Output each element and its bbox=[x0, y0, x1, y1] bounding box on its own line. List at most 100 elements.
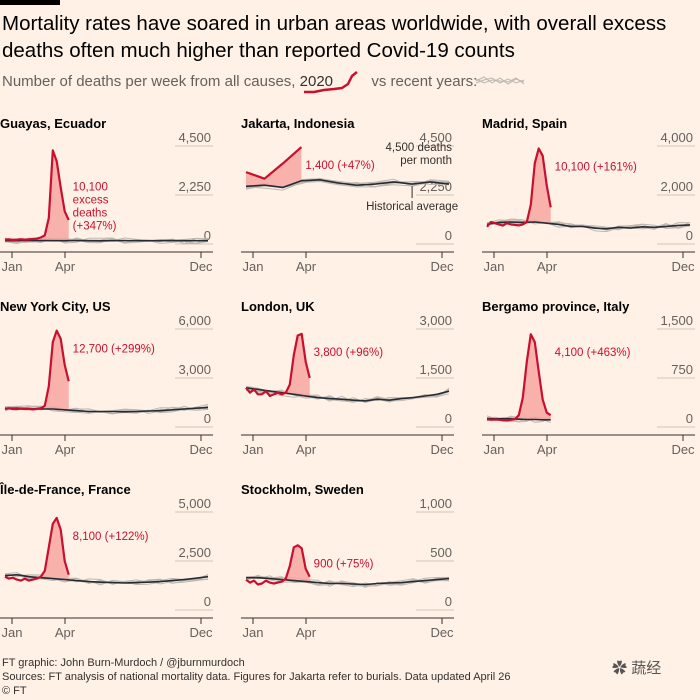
excess-annotation: 4,100 (+463%) bbox=[555, 347, 631, 359]
x-tick-label: Jan bbox=[2, 625, 23, 640]
x-tick-label: Apr bbox=[537, 259, 558, 274]
x-tick-label: Dec bbox=[430, 625, 454, 640]
y-tick-label: 500 bbox=[430, 545, 452, 560]
y-tick-label: 4,000 bbox=[660, 130, 693, 145]
x-tick-label: Dec bbox=[189, 442, 213, 457]
history-line bbox=[245, 180, 450, 191]
x-tick-label: Apr bbox=[537, 442, 558, 457]
y-tick-label: 0 bbox=[445, 411, 452, 426]
unit-note: per month bbox=[400, 155, 452, 167]
panel-title: Bergamo province, Italy bbox=[482, 299, 630, 314]
y-tick-label: 0 bbox=[686, 228, 693, 243]
x-tick-label: Dec bbox=[671, 442, 695, 457]
panel-chart: 0 3,000 6,000 Jan Apr Dec 12,700 (+299%) bbox=[0, 313, 213, 457]
y-tick-label: 1,500 bbox=[419, 362, 452, 377]
series-2020-line bbox=[245, 146, 303, 180]
y-tick-label: 2,250 bbox=[178, 179, 211, 194]
y-tick-label: 3,000 bbox=[419, 313, 452, 328]
excess-area bbox=[40, 517, 69, 580]
x-tick-label: Apr bbox=[55, 625, 76, 640]
excess-area bbox=[44, 330, 69, 411]
average-line bbox=[245, 178, 450, 189]
panel-chart: 0 2,250 4,500 Jan Apr Dec 10,100excessdeaths(+… bbox=[0, 130, 213, 274]
panel-chart: 0 750 1,500 Jan Apr Dec 4,100 (+463%) bbox=[482, 313, 695, 457]
x-tick-label: Jan bbox=[484, 442, 505, 457]
subtitle-prefix: Number of deaths per week from all cause… bbox=[2, 73, 296, 90]
excess-area bbox=[285, 545, 310, 582]
x-tick-label: Dec bbox=[189, 259, 213, 274]
y-tick-label: 0 bbox=[204, 411, 211, 426]
panel-title: London, UK bbox=[241, 299, 315, 314]
x-tick-label: Dec bbox=[189, 625, 213, 640]
panel-8: Stockholm, Sweden 0 500 1,000 Jan Apr Dec 900 (… bbox=[241, 482, 459, 657]
excess-annotation: 12,700 (+299%) bbox=[73, 344, 155, 356]
panel-2: Jakarta, Indonesia 0 2,250 4,500 Jan Apr Dec 1,… bbox=[241, 116, 459, 291]
legend-history-lines bbox=[475, 76, 525, 85]
y-tick-label: 0 bbox=[686, 411, 693, 426]
y-tick-label: 0 bbox=[204, 594, 211, 609]
x-tick-label: Apr bbox=[55, 442, 76, 457]
panel-6: Bergamo province, Italy 0 750 1,500 Jan Apr De… bbox=[482, 299, 700, 474]
panel-title: Île-de-France, France bbox=[0, 482, 131, 497]
wechat-icon: ✿ bbox=[612, 660, 628, 677]
footer-credit: FT graphic: John Burn-Murdoch / @jburnmu… bbox=[2, 657, 245, 669]
panel-7: Île-de-France, France 0 2,500 5,000 Jan Apr De… bbox=[0, 482, 218, 657]
excess-annotation: 3,800 (+96%) bbox=[314, 347, 384, 359]
panel-5: London, UK 0 1,500 3,000 Jan Apr Dec 3,800 (+96… bbox=[241, 299, 459, 474]
page-title: Mortality rates have soared in urban are… bbox=[2, 12, 667, 62]
ft-top-bar bbox=[0, 0, 60, 5]
y-tick-label: 6,000 bbox=[178, 313, 211, 328]
y-tick-label: 0 bbox=[445, 228, 452, 243]
x-tick-label: Jan bbox=[243, 259, 264, 274]
series-2020-line bbox=[486, 333, 552, 422]
legend-2020-line bbox=[304, 71, 358, 94]
excess-annotation: 10,100 (+161%) bbox=[555, 161, 637, 173]
panel-title: New York City, US bbox=[0, 299, 111, 314]
history-line bbox=[245, 575, 450, 587]
excess-area bbox=[526, 148, 551, 224]
y-tick-label: 0 bbox=[204, 228, 211, 243]
history-line bbox=[486, 218, 691, 233]
x-tick-label: Apr bbox=[55, 259, 76, 274]
y-tick-label: 5,000 bbox=[178, 496, 211, 511]
panel-chart: 0 2,000 4,000 Jan Apr Dec 10,100 (+161%) bbox=[482, 130, 695, 274]
series-2020-line bbox=[4, 516, 70, 582]
panel-3: Madrid, Spain 0 2,000 4,000 Jan Apr Dec 10,100 … bbox=[482, 116, 700, 291]
average-label: Historical average bbox=[366, 201, 458, 213]
average-line bbox=[246, 576, 450, 586]
unit-note: 4,500 deaths bbox=[385, 142, 452, 154]
series-2020-line bbox=[245, 332, 311, 398]
y-tick-label: 2,000 bbox=[660, 179, 693, 194]
y-tick-label: 0 bbox=[445, 594, 452, 609]
x-tick-label: Dec bbox=[430, 442, 454, 457]
excess-annotation: 900 (+75%) bbox=[314, 558, 374, 570]
series-2020-line bbox=[245, 544, 311, 586]
series-2020-line bbox=[4, 329, 70, 411]
y-tick-label: 4,500 bbox=[419, 130, 452, 145]
panel-4: New York City, US 0 3,000 6,000 Jan Apr Dec 12,… bbox=[0, 299, 218, 474]
excess-annotation: deaths bbox=[73, 207, 108, 219]
subtitle-year: 2020 bbox=[299, 73, 334, 90]
x-tick-label: Apr bbox=[296, 625, 317, 640]
x-tick-label: Apr bbox=[296, 259, 317, 274]
excess-area bbox=[5, 150, 69, 241]
y-tick-label: 2,500 bbox=[178, 545, 211, 560]
excess-annotation: (+347%) bbox=[73, 220, 117, 232]
y-tick-label: 4,500 bbox=[178, 130, 211, 145]
subtitle-suffix: vs recent years: bbox=[371, 73, 478, 90]
x-tick-label: Dec bbox=[671, 259, 695, 274]
series-2020-line bbox=[486, 147, 552, 228]
watermark-text: 蔬经 bbox=[631, 660, 662, 677]
x-tick-label: Apr bbox=[296, 442, 317, 457]
x-tick-label: Jan bbox=[484, 259, 505, 274]
panel-chart: 0 500 1,000 Jan Apr Dec 900 (+75%) bbox=[241, 496, 454, 640]
x-tick-label: Jan bbox=[243, 442, 264, 457]
panel-title: Guayas, Ecuador bbox=[0, 116, 107, 131]
excess-annotation: 8,100 (+122%) bbox=[73, 531, 149, 543]
panel-title: Madrid, Spain bbox=[482, 116, 568, 131]
y-tick-label: 750 bbox=[671, 362, 693, 377]
average-line bbox=[486, 221, 691, 230]
series-2020-line bbox=[4, 149, 70, 241]
excess-annotation: 1,400 (+47%) bbox=[305, 160, 375, 172]
